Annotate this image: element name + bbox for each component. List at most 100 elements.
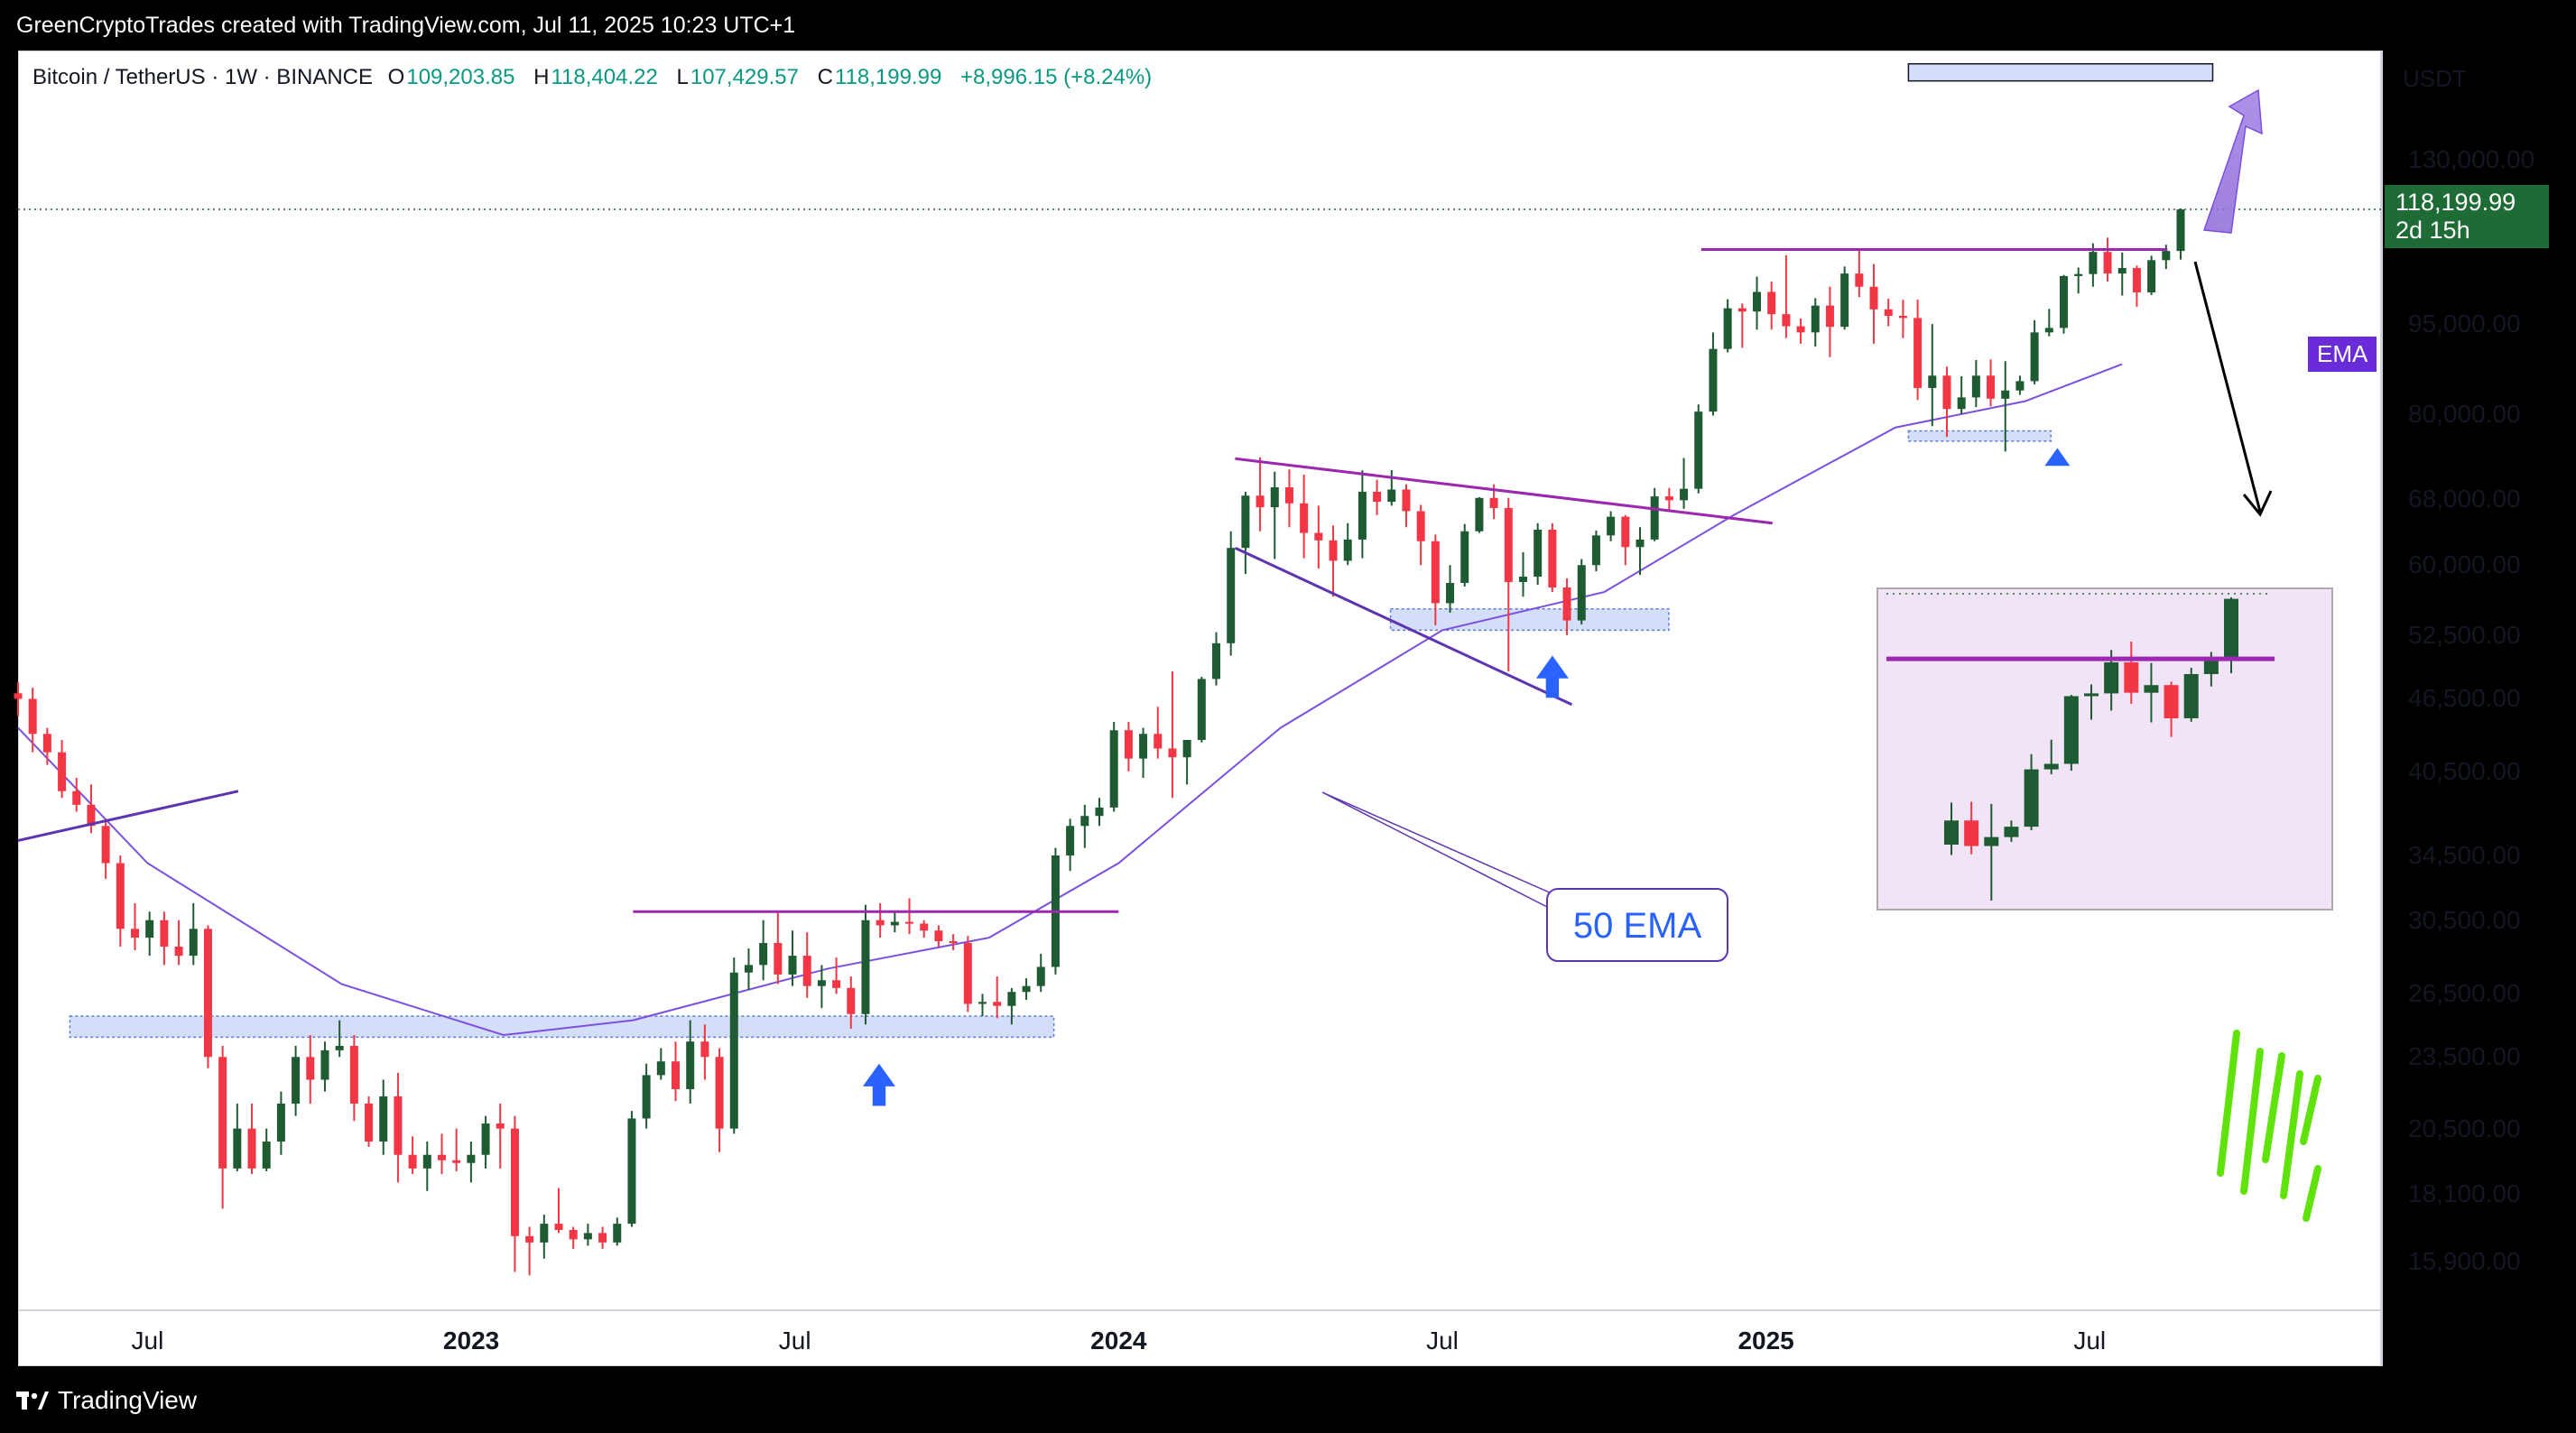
candle-down — [452, 1160, 461, 1163]
logo-stripe-icon — [2262, 1052, 2285, 1163]
time-year-label: 2024 — [1090, 1327, 1147, 1354]
candle-up — [1840, 273, 1849, 328]
price-tick-label: 52,500.00 — [2408, 620, 2521, 649]
ohlc-legend: Bitcoin / TetherUS · 1W · BINANCE O109,2… — [32, 65, 1161, 90]
open-value: 109,203.85 — [406, 65, 515, 89]
candle-down — [1329, 540, 1338, 561]
candle-up — [1811, 305, 1820, 333]
candle-up — [481, 1123, 490, 1155]
candle-down — [949, 941, 958, 944]
candle-up — [1446, 582, 1455, 604]
current-price-tag: 118,199.99 2d 15h — [2385, 185, 2549, 248]
bearish-arrow-head-icon — [2242, 490, 2273, 517]
inset-candle-up — [2043, 763, 2059, 770]
candle-down — [905, 921, 914, 924]
candle-up — [1518, 577, 1527, 582]
candle-down — [1284, 486, 1293, 504]
candle-down — [802, 956, 811, 986]
candle-down — [496, 1123, 505, 1129]
symbol-label[interactable]: Bitcoin / TetherUS · 1W · BINANCE — [32, 65, 373, 89]
candle-up — [1022, 985, 1031, 993]
candle-down — [847, 987, 856, 1014]
candle-up — [1475, 497, 1484, 532]
candle-up — [1694, 411, 1703, 489]
current-price: 118,199.99 — [2395, 189, 2516, 216]
inset-candle-up — [2004, 827, 2019, 837]
candle-down — [2132, 268, 2141, 293]
candle-down — [598, 1233, 607, 1243]
candle-down — [510, 1128, 519, 1236]
candle-down — [920, 923, 929, 931]
candle-up — [1387, 489, 1396, 503]
candle-up — [978, 1002, 987, 1004]
time-month-label: Jul — [778, 1327, 811, 1354]
candle-up — [1109, 730, 1118, 808]
candle-up — [1709, 348, 1718, 412]
candle-up — [1197, 679, 1206, 740]
price-tick-label: 95,000.00 — [2408, 310, 2521, 338]
inset-candle-down — [2164, 685, 2179, 718]
candle-up — [1182, 739, 1191, 758]
inset-candle-up — [2063, 696, 2079, 764]
candle-down — [1621, 516, 1630, 548]
candle-up — [422, 1154, 431, 1169]
candle-up — [583, 1233, 592, 1240]
candle-up — [861, 920, 870, 1014]
candle-up — [1753, 291, 1762, 312]
candle-up — [2015, 381, 2025, 391]
candle-up — [1723, 308, 1732, 349]
blue-arrow-up-icon — [1535, 655, 1569, 698]
inset-candle-up — [1944, 820, 1959, 846]
candle-up — [2059, 275, 2068, 328]
candle-up — [276, 1103, 285, 1142]
candle-up — [1635, 539, 1645, 548]
candle-up — [890, 921, 899, 926]
inset-candle-up — [1984, 837, 1999, 846]
candle-up — [320, 1049, 329, 1080]
inset-candle-down — [1964, 820, 1979, 846]
candle-down — [715, 1057, 724, 1129]
ema-label-box — [1546, 888, 1728, 962]
candle-down — [1987, 375, 1996, 399]
candle-down — [1796, 326, 1805, 333]
time-month-label: Jul — [131, 1327, 164, 1354]
candle-down — [876, 920, 885, 926]
low-key: L — [676, 65, 689, 89]
inset-candle-up — [2144, 685, 2159, 693]
candle-down — [42, 734, 51, 753]
candle-down — [1855, 273, 1864, 287]
currency-label[interactable]: USDT — [2403, 65, 2467, 92]
change-value: +8,996.15 (+8.24%) — [960, 65, 1153, 89]
candle-down — [1825, 305, 1834, 328]
ema-50-line — [17, 363, 2123, 1037]
candle-down — [1504, 507, 1513, 582]
candle-up — [1212, 643, 1221, 680]
candle-down — [672, 1061, 681, 1089]
candle-up — [1095, 807, 1104, 817]
candle-down — [525, 1235, 534, 1243]
ema-pointer — [1321, 791, 1552, 894]
candle-down — [1782, 314, 1791, 327]
price-tick-label: 26,500.00 — [2408, 979, 2521, 1008]
logo-stripe-icon — [2217, 1030, 2240, 1177]
blue-triangle-icon — [2044, 448, 2071, 467]
candle-down — [437, 1154, 446, 1160]
candle-up — [1680, 488, 1689, 501]
tradingview-brand[interactable]: TradingView — [16, 1386, 197, 1415]
candle-up — [817, 980, 826, 986]
candle-down — [58, 752, 67, 791]
low-value: 107,429.57 — [690, 65, 799, 89]
candle-down — [1300, 503, 1309, 533]
price-tick-label: 80,000.00 — [2408, 400, 2521, 428]
candle-up — [744, 965, 753, 973]
candle-down — [1168, 748, 1177, 758]
candle-up — [189, 929, 198, 957]
candle-down — [700, 1041, 709, 1058]
inset-candle-up — [2224, 598, 2238, 661]
candle-down — [174, 946, 183, 957]
inset-candle-up — [2203, 661, 2219, 674]
inset-candle-up — [2084, 693, 2099, 697]
candle-up — [1036, 966, 1045, 986]
close-key: C — [817, 65, 833, 89]
